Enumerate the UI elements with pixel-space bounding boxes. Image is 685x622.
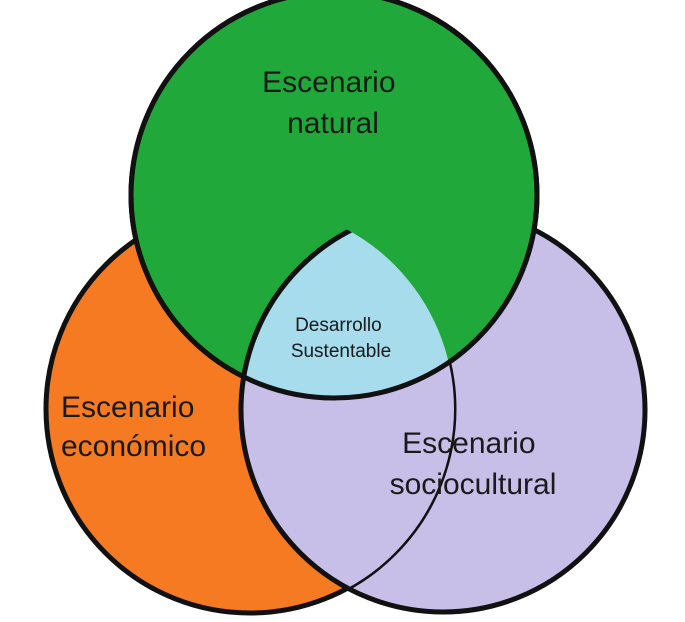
label-center-line1: Desarrollo [295,315,382,336]
label-center-line2: Sustentable [291,341,391,362]
label-economico-line2: económico [61,430,206,463]
label-natural-line1: Escenario [262,66,395,99]
label-economico: Escenario económico [61,391,206,463]
label-economico-line1: Escenario [61,391,194,424]
label-sociocultural-line2: sociocultural [390,468,557,501]
label-desarrollo-sustentable: Desarrollo Sustentable [291,315,391,362]
label-natural-line2: natural [287,107,379,140]
circle-natural-outline [128,0,540,401]
label-natural: Escenario natural [262,66,404,140]
label-sociocultural-line1: Escenario [402,427,535,460]
label-sociocultural: Escenario sociocultural [390,427,557,501]
